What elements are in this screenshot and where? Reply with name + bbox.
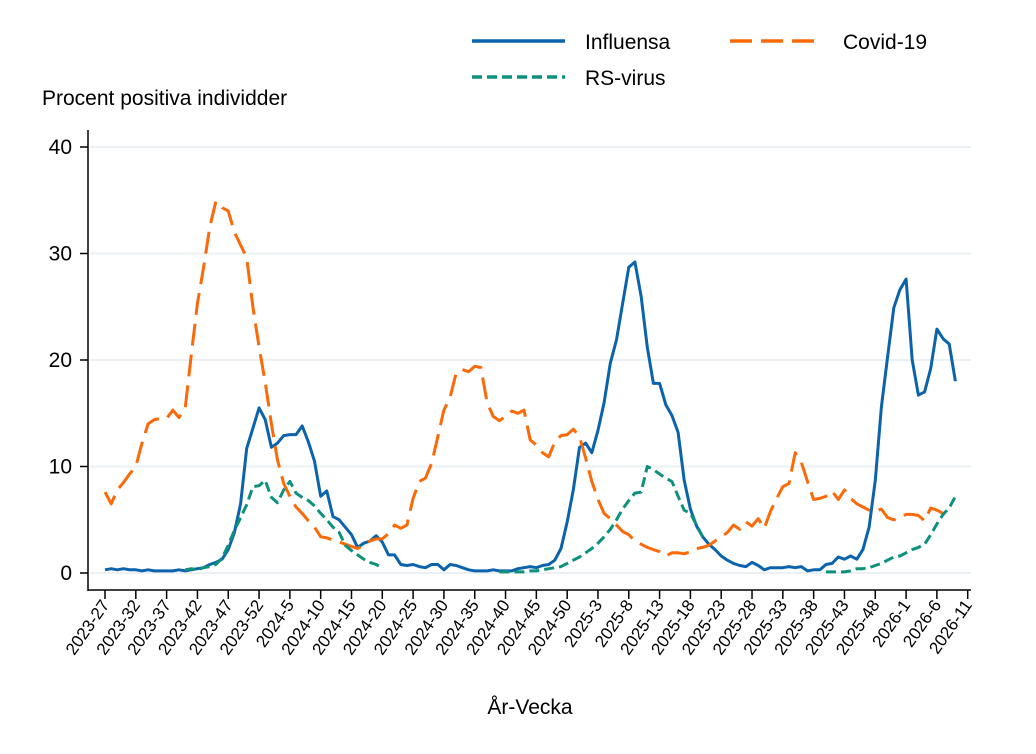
- legend-label: Covid-19: [843, 31, 927, 54]
- y-tick-label: 40: [49, 136, 72, 159]
- y-tick-label: 30: [49, 243, 72, 266]
- x-axis-label: År-Vecka: [487, 696, 573, 719]
- legend-label: RS-virus: [585, 67, 666, 90]
- series-line-influensa: [104, 260, 957, 573]
- gridlines: [90, 146, 971, 574]
- x-ticks: 2023-272023-322023-372023-422023-472023-…: [62, 590, 976, 658]
- legend: Influensa Covid-19 RS-virus: [472, 31, 927, 90]
- y-ticks: 0 10 20 30 40: [49, 136, 88, 585]
- series-line-rs-virus: [184, 465, 957, 574]
- y-axis-label: Procent positiva individder: [42, 87, 287, 110]
- y-tick-label: 20: [49, 349, 72, 372]
- series-line-covid-19: [103, 199, 950, 558]
- legend-label: Influensa: [585, 31, 671, 54]
- series-lines: [103, 199, 957, 574]
- y-tick-label: 0: [60, 562, 72, 585]
- y-tick-label: 10: [49, 456, 72, 479]
